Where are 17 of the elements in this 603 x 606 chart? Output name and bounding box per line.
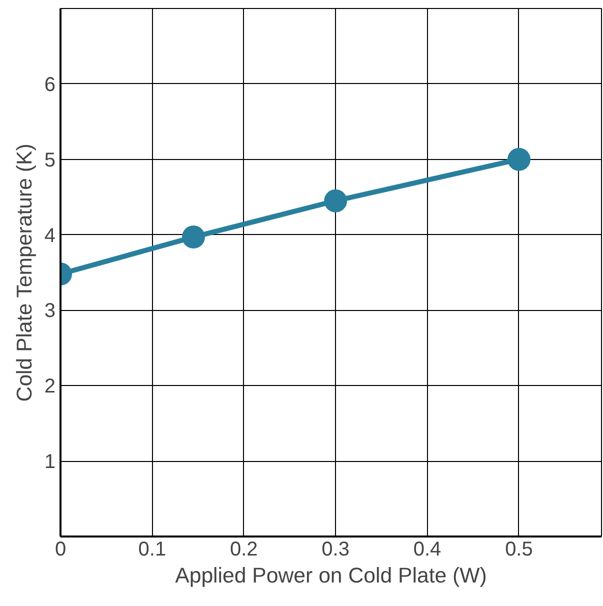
x-tick-label: 0.1 [138,538,166,560]
y-tick-label: 6 [44,74,56,96]
x-tick-label: 0.4 [413,538,442,560]
y-tick-label: 3 [44,300,56,322]
y-tick-label: 1 [44,451,56,474]
y-tick-label: 5 [44,149,56,172]
x-axis-title: Applied Power on Cold Plate (W) [175,564,487,588]
point [507,148,530,171]
x-tick-label: 0.3 [322,538,350,560]
y-tick-label: 2 [44,376,56,398]
x-tick-label: 0 [54,538,66,560]
y-axis-title: Cold Plate Temperature (K) [12,144,36,402]
y-tick-label: 4 [44,224,56,247]
point [324,189,348,212]
x-tick-label: 0.2 [230,538,258,560]
point [182,226,205,249]
x-tick-label: 0.5 [505,538,533,560]
